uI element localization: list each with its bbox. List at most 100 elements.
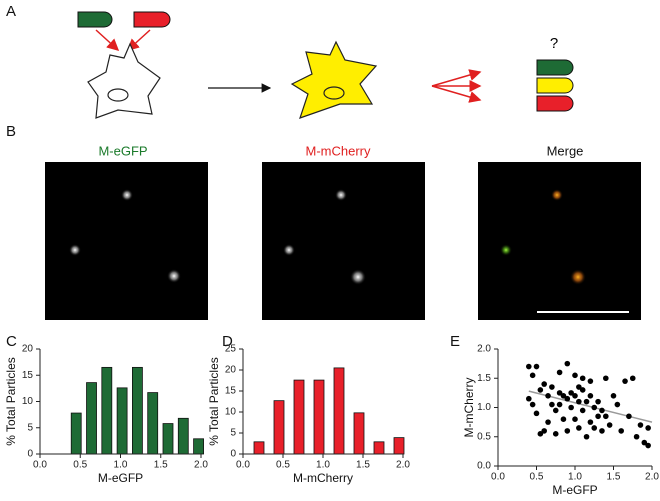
point <box>576 384 582 390</box>
point <box>568 404 574 411</box>
x-tick-label: 1.5 <box>356 460 370 471</box>
image <box>478 162 641 320</box>
particle <box>167 269 181 283</box>
point <box>626 413 632 420</box>
x-tick-label: 1.5 <box>607 472 621 483</box>
panel-label: A <box>6 3 16 20</box>
point <box>564 428 571 434</box>
bar <box>273 400 285 455</box>
x-tick-label: 0.0 <box>491 472 505 483</box>
point <box>606 422 613 428</box>
particle <box>69 244 81 256</box>
y-tick-label: 10 <box>225 407 237 418</box>
cell <box>290 40 378 119</box>
particle <box>500 244 512 256</box>
point <box>526 395 532 402</box>
point <box>556 390 563 396</box>
point <box>549 401 555 408</box>
point <box>641 439 648 446</box>
schematic: ? <box>77 11 574 119</box>
image <box>262 162 425 320</box>
arrow <box>95 29 120 52</box>
bar <box>162 423 174 455</box>
point <box>629 375 636 382</box>
image <box>45 162 208 320</box>
point <box>572 416 578 423</box>
particle <box>570 269 586 285</box>
x-axis-label: M-mCherry <box>293 471 353 485</box>
panel-label: B <box>6 123 16 140</box>
red-tag <box>536 95 574 112</box>
x-tick-label: 0.5 <box>73 460 87 471</box>
point <box>595 398 601 405</box>
point <box>529 401 536 408</box>
x-axis-label: M-eGFP <box>552 483 597 497</box>
point <box>545 419 551 425</box>
panel-label: C <box>6 333 17 350</box>
y-tick-label: 0.5 <box>477 431 491 442</box>
y-tick-label: 25 <box>225 344 237 355</box>
point <box>537 431 544 437</box>
bar <box>333 367 345 455</box>
point <box>556 401 563 408</box>
y-tick-label: 10 <box>22 396 34 407</box>
cell <box>87 42 161 119</box>
x-axis-label: M-eGFP <box>98 471 143 485</box>
point <box>645 425 651 431</box>
point <box>587 378 594 384</box>
point <box>560 416 567 423</box>
bar <box>293 379 305 455</box>
bar <box>313 379 325 455</box>
point <box>552 431 559 437</box>
x-tick-label: 1.0 <box>114 460 128 471</box>
y-tick-label: 5 <box>230 428 236 439</box>
point <box>622 378 628 384</box>
point <box>529 372 536 379</box>
particle <box>121 189 133 201</box>
panel-label: E <box>450 333 460 350</box>
bar <box>393 437 405 455</box>
point <box>545 393 551 399</box>
y-tick-label: 1.5 <box>477 373 491 384</box>
y-tick-label: 0 <box>230 449 236 460</box>
point <box>579 407 586 414</box>
point <box>549 384 555 390</box>
image-title: Merge <box>547 143 584 158</box>
point <box>599 407 605 414</box>
point <box>618 428 624 434</box>
particle <box>551 189 563 201</box>
x-tick-label: 2.0 <box>194 460 208 471</box>
y-tick-label: 5 <box>27 422 33 433</box>
panel-label: D <box>222 333 233 350</box>
particle <box>283 244 295 256</box>
point <box>595 413 601 420</box>
bar <box>193 438 204 455</box>
point <box>541 428 547 434</box>
point <box>603 413 609 420</box>
bar <box>101 366 113 455</box>
y-axis-label: % Total Particles <box>207 357 221 445</box>
image-title: M-mCherry <box>306 143 371 158</box>
bar <box>70 412 82 455</box>
point <box>556 369 563 376</box>
x-tick-label: 0.0 <box>33 460 47 471</box>
arrow <box>431 85 482 103</box>
red-tag <box>133 11 171 28</box>
point <box>587 419 594 425</box>
y-axis-label: % Total Particles <box>4 357 18 445</box>
y-tick-label: 0 <box>27 449 33 460</box>
bar <box>373 441 385 455</box>
y-tick-label: 20 <box>225 365 237 376</box>
nucleus <box>323 86 345 100</box>
green-tag <box>536 59 574 76</box>
arrow <box>431 69 482 87</box>
point <box>583 398 590 405</box>
bar <box>116 387 128 455</box>
point <box>572 393 578 399</box>
y-tick-label: 20 <box>22 344 34 355</box>
point <box>579 387 586 393</box>
point <box>579 375 586 382</box>
point <box>599 428 605 434</box>
x-tick-label: 0.0 <box>236 460 250 471</box>
green-tag <box>77 11 113 28</box>
